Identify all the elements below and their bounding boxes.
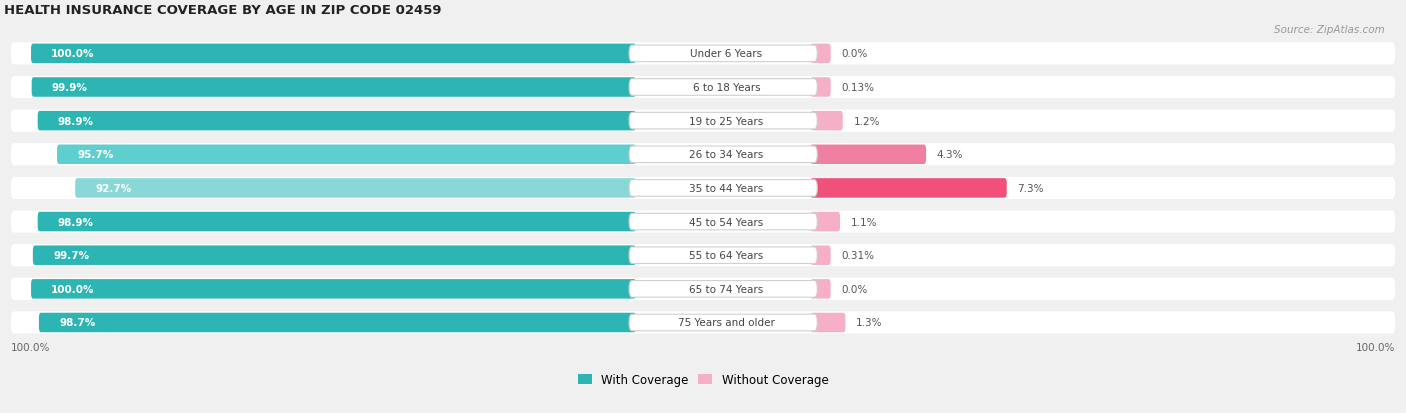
Text: 75 Years and older: 75 Years and older — [678, 318, 775, 328]
Text: 4.3%: 4.3% — [936, 150, 963, 160]
FancyBboxPatch shape — [628, 80, 817, 96]
Text: 100.0%: 100.0% — [11, 342, 51, 352]
Text: 19 to 25 Years: 19 to 25 Years — [689, 116, 763, 126]
FancyBboxPatch shape — [810, 280, 831, 299]
Text: 35 to 44 Years: 35 to 44 Years — [689, 183, 763, 193]
Text: 26 to 34 Years: 26 to 34 Years — [689, 150, 763, 160]
FancyBboxPatch shape — [810, 45, 831, 64]
Text: 0.0%: 0.0% — [841, 284, 868, 294]
FancyBboxPatch shape — [810, 78, 831, 97]
FancyBboxPatch shape — [38, 212, 636, 232]
Legend: With Coverage, Without Coverage: With Coverage, Without Coverage — [572, 368, 834, 391]
Text: 55 to 64 Years: 55 to 64 Years — [689, 251, 763, 261]
Text: 100.0%: 100.0% — [1355, 342, 1395, 352]
Text: 98.9%: 98.9% — [58, 116, 94, 126]
Text: 1.1%: 1.1% — [851, 217, 877, 227]
FancyBboxPatch shape — [11, 178, 1395, 199]
FancyBboxPatch shape — [628, 314, 817, 331]
FancyBboxPatch shape — [31, 280, 636, 299]
FancyBboxPatch shape — [810, 212, 839, 232]
Text: 98.7%: 98.7% — [59, 318, 96, 328]
Text: Source: ZipAtlas.com: Source: ZipAtlas.com — [1274, 25, 1385, 35]
FancyBboxPatch shape — [11, 278, 1395, 300]
FancyBboxPatch shape — [11, 110, 1395, 133]
Text: 7.3%: 7.3% — [1018, 183, 1045, 193]
Text: 1.2%: 1.2% — [853, 116, 880, 126]
Text: 99.9%: 99.9% — [52, 83, 87, 93]
FancyBboxPatch shape — [32, 246, 636, 265]
FancyBboxPatch shape — [38, 112, 636, 131]
Text: 99.7%: 99.7% — [53, 251, 89, 261]
FancyBboxPatch shape — [628, 214, 817, 230]
FancyBboxPatch shape — [11, 77, 1395, 99]
FancyBboxPatch shape — [75, 179, 636, 198]
FancyBboxPatch shape — [11, 144, 1395, 166]
FancyBboxPatch shape — [628, 147, 817, 163]
FancyBboxPatch shape — [810, 145, 927, 165]
FancyBboxPatch shape — [628, 46, 817, 62]
FancyBboxPatch shape — [11, 43, 1395, 65]
FancyBboxPatch shape — [11, 312, 1395, 334]
FancyBboxPatch shape — [628, 281, 817, 297]
FancyBboxPatch shape — [11, 211, 1395, 233]
FancyBboxPatch shape — [32, 78, 636, 97]
Text: Under 6 Years: Under 6 Years — [690, 49, 762, 59]
Text: 1.3%: 1.3% — [856, 318, 883, 328]
Text: 92.7%: 92.7% — [96, 183, 132, 193]
Text: 100.0%: 100.0% — [51, 49, 94, 59]
FancyBboxPatch shape — [39, 313, 636, 332]
Text: 0.0%: 0.0% — [841, 49, 868, 59]
FancyBboxPatch shape — [628, 247, 817, 264]
Text: 0.13%: 0.13% — [841, 83, 875, 93]
FancyBboxPatch shape — [58, 145, 636, 165]
FancyBboxPatch shape — [810, 313, 845, 332]
FancyBboxPatch shape — [810, 179, 1007, 198]
Text: 100.0%: 100.0% — [51, 284, 94, 294]
Text: 45 to 54 Years: 45 to 54 Years — [689, 217, 763, 227]
Text: 0.31%: 0.31% — [841, 251, 875, 261]
FancyBboxPatch shape — [31, 45, 636, 64]
FancyBboxPatch shape — [628, 113, 817, 130]
Text: 98.9%: 98.9% — [58, 217, 94, 227]
Text: 95.7%: 95.7% — [77, 150, 114, 160]
FancyBboxPatch shape — [11, 244, 1395, 267]
Text: 6 to 18 Years: 6 to 18 Years — [693, 83, 761, 93]
FancyBboxPatch shape — [810, 112, 842, 131]
FancyBboxPatch shape — [628, 180, 817, 197]
Text: HEALTH INSURANCE COVERAGE BY AGE IN ZIP CODE 02459: HEALTH INSURANCE COVERAGE BY AGE IN ZIP … — [4, 4, 441, 17]
FancyBboxPatch shape — [810, 246, 831, 265]
Text: 65 to 74 Years: 65 to 74 Years — [689, 284, 763, 294]
